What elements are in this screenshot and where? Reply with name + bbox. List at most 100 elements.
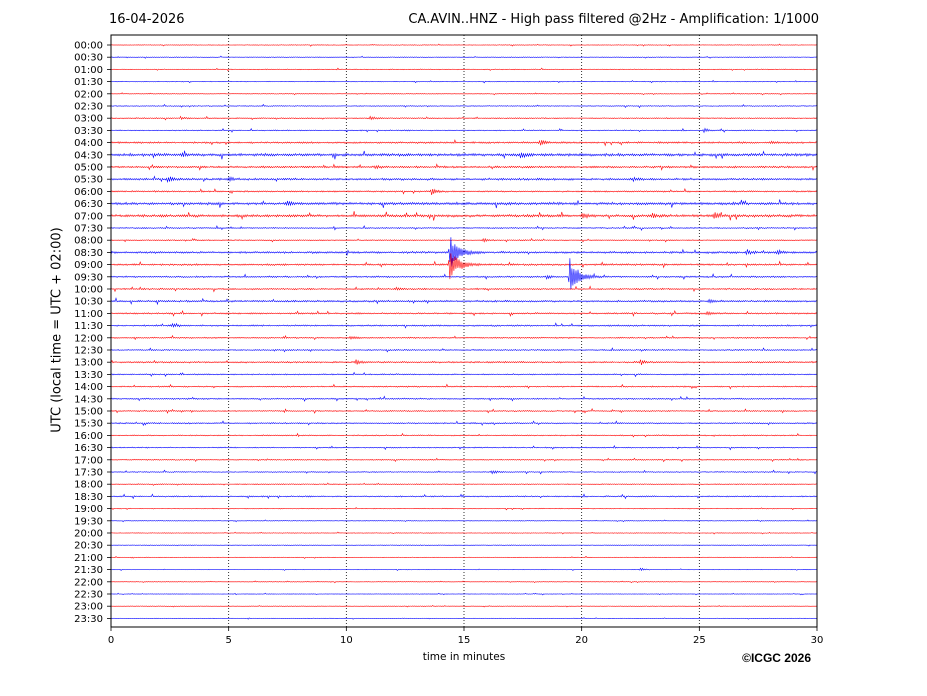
y-tick-label-1300: 13:00 (74, 358, 103, 369)
y-tick-label-2030: 20:30 (74, 541, 103, 552)
trace-0830 (110, 237, 818, 267)
y-tick-label-1600: 16:00 (74, 431, 103, 442)
y-tick-label-1730: 17:30 (74, 468, 103, 479)
y-tick-label-0730: 07:30 (74, 224, 103, 235)
x-tick-label-10: 10 (340, 635, 353, 646)
y-tick-label-1530: 15:30 (74, 419, 103, 430)
y-tick-label-2200: 22:00 (74, 577, 103, 588)
trace-0900 (110, 253, 818, 280)
trace-0800 (110, 237, 818, 243)
y-tick-label-2230: 22:30 (74, 590, 103, 601)
y-tick-label-0530: 05:30 (74, 175, 103, 186)
trace-1300 (110, 359, 818, 365)
y-tick-label-2100: 21:00 (74, 553, 103, 564)
trace-2300 (110, 604, 818, 608)
y-tick-label-1500: 15:00 (74, 407, 103, 418)
y-tick-label-1100: 11:00 (74, 309, 103, 320)
trace-1630 (110, 445, 818, 451)
trace-1030 (110, 297, 818, 306)
trace-0030 (110, 55, 818, 59)
y-tick-label-0900: 09:00 (74, 260, 103, 271)
chart-date: 16-04-2026 (109, 12, 185, 27)
trace-layer (110, 43, 818, 620)
trace-0700 (110, 211, 818, 221)
y-tick-label-0800: 08:00 (74, 236, 103, 247)
trace-1830 (110, 493, 818, 500)
y-tick-label-0000: 00:00 (74, 41, 103, 52)
trace-1400 (110, 383, 818, 390)
trace-0530 (110, 175, 818, 183)
trace-2000 (110, 531, 818, 535)
y-tick-label-1200: 12:00 (74, 333, 103, 344)
trace-1530 (110, 420, 818, 427)
x-tick-label-30: 30 (811, 635, 824, 646)
y-tick-label-0200: 02:00 (74, 89, 103, 100)
grid-layer (228, 35, 700, 627)
y-tick-label-1330: 13:30 (74, 370, 103, 381)
y-tick-label-2130: 21:30 (74, 565, 103, 576)
y-tick-label-1700: 17:00 (74, 455, 103, 466)
trace-0430 (110, 150, 818, 160)
trace-1700 (110, 457, 818, 463)
trace-2230 (110, 592, 818, 596)
y-tick-label-0630: 06:30 (74, 199, 103, 210)
y-tick-label-0600: 06:00 (74, 187, 103, 198)
y-tick-label-0130: 01:30 (74, 77, 103, 88)
trace-0230 (110, 103, 818, 109)
trace-0730 (110, 225, 818, 231)
y-tick-label-0700: 07:00 (74, 211, 103, 222)
x-axis-label: time in minutes (422, 651, 506, 663)
x-tick-label-25: 25 (693, 635, 706, 646)
trace-2200 (110, 580, 818, 584)
y-tick-label-0930: 09:30 (74, 272, 103, 283)
trace-1600 (110, 432, 818, 438)
y-tick-label-1630: 16:30 (74, 443, 103, 454)
y-axis-label: UTC (local time = UTC + 02:00) (49, 227, 65, 433)
trace-1930 (110, 519, 818, 523)
y-tick-label-2330: 23:30 (74, 614, 103, 625)
trace-0330 (110, 127, 818, 134)
trace-2330 (110, 617, 818, 620)
trace-0600 (110, 188, 818, 195)
y-tick-label-0300: 03:00 (74, 114, 103, 125)
y-tick-label-1130: 11:30 (74, 321, 103, 332)
trace-0630 (110, 199, 818, 209)
trace-0130 (110, 79, 818, 84)
y-tick-label-0330: 03:30 (74, 126, 103, 137)
trace-1430 (110, 395, 818, 402)
trace-1730 (110, 469, 818, 475)
y-tick-label-1430: 14:30 (74, 394, 103, 405)
y-tick-label-2000: 20:00 (74, 529, 103, 540)
trace-0200 (110, 92, 818, 96)
x-tick-label-15: 15 (458, 635, 471, 646)
y-tick-label-1000: 10:00 (74, 285, 103, 296)
y-tick-label-0500: 05:00 (74, 163, 103, 174)
trace-0100 (110, 67, 818, 72)
x-tick-label-0: 0 (108, 635, 114, 646)
y-tick-label-1400: 14:00 (74, 382, 103, 393)
trace-1000 (110, 285, 818, 293)
trace-0000 (110, 43, 818, 47)
trace-1200 (110, 334, 818, 341)
trace-1100 (110, 309, 818, 317)
y-tick-label-0430: 04:30 (74, 150, 103, 161)
y-tick-label-0400: 04:00 (74, 138, 103, 149)
y-tick-label-0830: 08:30 (74, 248, 103, 259)
y-tick-label-1800: 18:00 (74, 480, 103, 491)
trace-1900 (110, 506, 818, 511)
y-tick-label-0230: 02:30 (74, 102, 103, 113)
trace-1130 (110, 322, 818, 329)
plot-frame (110, 34, 818, 628)
y-tick-label-0030: 00:30 (74, 53, 103, 64)
trace-0500 (110, 163, 818, 172)
trace-0930 (110, 258, 818, 290)
trace-0400 (110, 139, 818, 147)
y-tick-label-0100: 01:00 (74, 65, 103, 76)
x-tick-label-5: 5 (225, 635, 231, 646)
chart-title: CA.AVIN..HNZ - High pass filtered @2Hz -… (408, 12, 819, 27)
y-tick-label-1230: 12:30 (74, 346, 103, 357)
y-tick-label-1930: 19:30 (74, 516, 103, 527)
trace-1330 (110, 371, 818, 378)
